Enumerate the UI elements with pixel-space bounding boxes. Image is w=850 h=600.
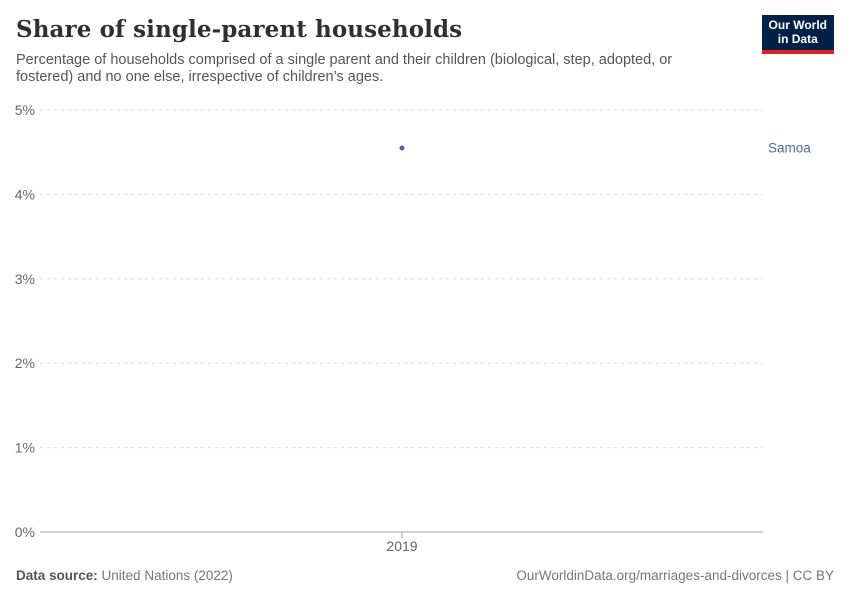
y-tick-label: 1%	[15, 440, 35, 456]
y-tick-label: 5%	[15, 102, 35, 118]
y-tick-label: 2%	[15, 355, 35, 371]
y-tick-label: 4%	[15, 186, 35, 202]
entity-label[interactable]: Samoa	[768, 140, 811, 155]
x-tick-label: 2019	[386, 538, 417, 554]
chart-subtitle: Percentage of households comprised of a …	[16, 51, 673, 86]
data-source-value[interactable]: United Nations (2022)	[101, 568, 233, 583]
chart-header: Share of single-parent households Percen…	[16, 16, 756, 87]
owid-logo: Our World in Data	[761, 15, 834, 54]
data-source-note: Data source: United Nations (2022)	[16, 568, 233, 583]
y-tick-label: 3%	[15, 271, 35, 287]
owid-logo-line2: in Data	[777, 31, 818, 46]
data-source-label: Data source:	[16, 568, 98, 583]
owid-logo-line1: Our World	[768, 18, 827, 32]
y-tick-label: 0%	[15, 524, 35, 540]
chart-footer: Data source: United Nations (2022) OurWo…	[16, 568, 834, 583]
owid-credit-link[interactable]: OurWorldinData.org/marriages-and-divorce…	[516, 568, 834, 583]
data-point[interactable]	[399, 145, 405, 151]
chart-title: Share of single-parent households	[16, 16, 463, 43]
